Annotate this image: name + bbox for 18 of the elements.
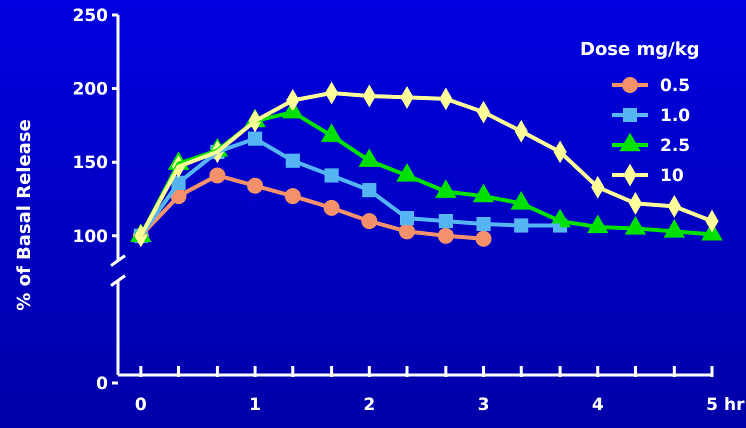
y-tick-label: 100: [72, 226, 108, 247]
legend-label: 1.0: [660, 106, 690, 126]
y-tick-label: 250: [72, 6, 108, 26]
x-tick-label: 1: [249, 395, 261, 415]
y-tick-label: 200: [72, 80, 108, 100]
y-axis-title: % of Basal Release: [14, 119, 35, 311]
x-tick-label: 5: [706, 395, 718, 415]
x-tick-label: 2: [363, 395, 376, 415]
x-tick-label: 4: [592, 395, 604, 415]
legend-title: Dose mg/kg: [580, 39, 700, 60]
x-axis-title: hr: [724, 395, 746, 415]
y-tick-label: 150: [72, 153, 108, 174]
legend-label: 10: [660, 166, 684, 186]
legend-label: 2.5: [660, 136, 690, 156]
x-tick-label: 0: [134, 395, 147, 415]
legend-label: 0.5: [660, 76, 690, 96]
x-tick-label: 3: [478, 395, 490, 415]
y-tick-label: 0: [96, 374, 108, 394]
